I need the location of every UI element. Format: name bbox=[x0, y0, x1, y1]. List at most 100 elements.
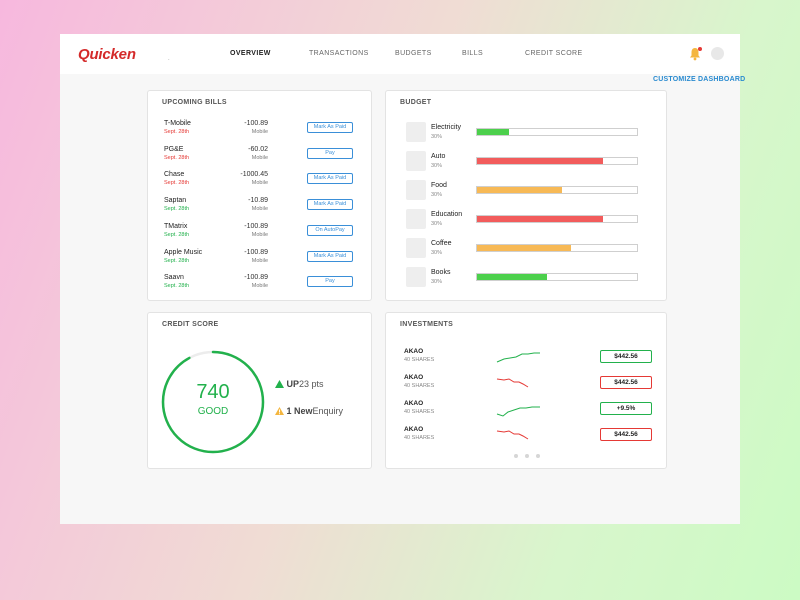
bill-action-button[interactable]: On AutoPay bbox=[307, 224, 353, 236]
investments-card: INVESTMENTS AKAO 40 SHARES $442.56 AKAO … bbox=[385, 312, 667, 469]
upcoming-bills-card: UPCOMING BILLS T-Mobile Sept. 28th -100.… bbox=[147, 90, 372, 301]
budget-percent: 30% bbox=[431, 192, 443, 198]
trend-sparkline bbox=[496, 352, 540, 363]
card-title: UPCOMING BILLS bbox=[162, 99, 227, 106]
nav-overview[interactable]: OVERVIEW bbox=[230, 50, 271, 57]
investment-shares: 40 SHARES bbox=[404, 357, 435, 363]
score-change-direction: UP bbox=[286, 379, 300, 389]
budget-category: Coffee bbox=[431, 240, 452, 247]
nav-transactions[interactable]: TRANSACTIONS bbox=[309, 50, 369, 57]
bill-name: Saavn bbox=[164, 274, 184, 282]
budget-category: Education bbox=[431, 211, 463, 218]
budget-progress-fill bbox=[477, 187, 562, 193]
budget-category: Electricity bbox=[431, 124, 461, 131]
trend-sparkline bbox=[496, 406, 540, 417]
investment-value-badge[interactable]: $442.56 bbox=[600, 376, 652, 389]
category-thumbnail bbox=[406, 267, 426, 287]
bill-due-date: Sept. 28th bbox=[164, 257, 190, 264]
separator-dot: . bbox=[168, 56, 170, 62]
nav-credit-score[interactable]: CREDIT SCORE bbox=[525, 50, 583, 57]
nav-budgets[interactable]: BUDGETS bbox=[395, 50, 432, 57]
budget-progress-bar bbox=[476, 273, 638, 281]
bill-amount: -100.89 bbox=[244, 248, 268, 256]
pager-dot[interactable] bbox=[536, 454, 540, 458]
credit-score-rating: GOOD bbox=[197, 406, 229, 417]
investment-ticker: AKAO bbox=[404, 400, 424, 407]
budget-progress-fill bbox=[477, 216, 604, 222]
enquiry-count: 1 New bbox=[286, 406, 313, 416]
budget-row[interactable]: Auto 30% bbox=[406, 151, 646, 173]
budget-category: Food bbox=[431, 182, 447, 189]
investment-row[interactable]: AKAO 40 SHARES $442.56 bbox=[404, 374, 656, 396]
budget-progress-fill bbox=[477, 158, 604, 164]
card-title: CREDIT SCORE bbox=[162, 321, 219, 328]
bill-action-button[interactable]: Mark As Paid bbox=[307, 199, 353, 211]
budget-progress-bar bbox=[476, 186, 638, 194]
investment-value-badge[interactable]: +9.5% bbox=[600, 402, 652, 415]
budget-progress-bar bbox=[476, 215, 638, 223]
bill-action-button[interactable]: Mark As Paid bbox=[307, 122, 353, 133]
bill-name: TMatrix bbox=[164, 222, 188, 230]
investment-value-badge[interactable]: $442.56 bbox=[600, 428, 652, 441]
card-title: BUDGET bbox=[400, 99, 432, 106]
credit-score-value: 740 bbox=[196, 381, 230, 403]
bill-account: Mobile bbox=[251, 154, 268, 161]
investment-shares: 40 SHARES bbox=[404, 409, 435, 415]
budget-category: Books bbox=[431, 269, 451, 276]
warning-icon bbox=[275, 407, 284, 415]
bill-row: TMatrix Sept. 28th -100.89 Mobile On Aut… bbox=[164, 223, 356, 243]
budget-progress-bar bbox=[476, 244, 638, 252]
bill-row: Saptan Sept. 28th -10.89 Mobile Mark As … bbox=[164, 197, 356, 217]
user-avatar[interactable] bbox=[711, 47, 724, 60]
bill-action-button[interactable]: Mark As Paid bbox=[307, 173, 353, 185]
bill-row: Saavn Sept. 28th -100.89 Mobile Pay bbox=[164, 274, 356, 294]
budget-card: BUDGET Electricity 30% Auto 30% Food 30% bbox=[385, 90, 667, 301]
bill-amount: -60.02 bbox=[248, 145, 268, 153]
investment-row[interactable]: AKAO 40 SHARES +9.5% bbox=[404, 400, 656, 422]
investment-value-badge[interactable]: $442.56 bbox=[600, 350, 652, 363]
investment-ticker: AKAO bbox=[404, 348, 424, 355]
budget-category: Auto bbox=[431, 153, 446, 160]
trend-sparkline bbox=[496, 430, 529, 440]
bill-name: PG&E bbox=[164, 145, 184, 153]
triangle-up-icon bbox=[275, 380, 284, 388]
bill-name: T-Mobile bbox=[164, 120, 191, 127]
bill-due-date: Sept. 28th bbox=[164, 180, 190, 187]
enquiry-stat: 1 NewEnquiry bbox=[275, 406, 343, 416]
bill-due-date: Sept. 28th bbox=[164, 283, 190, 290]
notification-badge bbox=[698, 47, 702, 51]
category-thumbnail bbox=[406, 209, 426, 229]
budget-row[interactable]: Electricity 30% bbox=[406, 122, 646, 144]
bill-name: Saptan bbox=[164, 197, 187, 205]
bill-due-date: Sept. 28th bbox=[164, 231, 190, 238]
credit-score-ring bbox=[161, 350, 265, 454]
bill-name: Chase bbox=[164, 171, 185, 179]
budget-progress-bar bbox=[476, 128, 638, 136]
notification-bell-icon[interactable] bbox=[689, 47, 701, 61]
score-change-points: 23 pts bbox=[299, 379, 324, 389]
customize-dashboard-link[interactable]: CUSTOMIZE DASHBOARD bbox=[653, 76, 746, 83]
investment-row[interactable]: AKAO 40 SHARES $442.56 bbox=[404, 348, 656, 370]
budget-row[interactable]: Food 30% bbox=[406, 180, 646, 202]
bill-action-button[interactable]: Pay bbox=[307, 276, 353, 288]
investment-ticker: AKAO bbox=[404, 426, 424, 433]
category-thumbnail bbox=[406, 238, 426, 258]
budget-row[interactable]: Education 30% bbox=[406, 209, 646, 231]
bill-amount: -100.89 bbox=[244, 274, 268, 282]
investment-row[interactable]: AKAO 40 SHARES $442.56 bbox=[404, 426, 656, 448]
budget-row[interactable]: Books 30% bbox=[406, 267, 646, 289]
budget-row[interactable]: Coffee 30% bbox=[406, 238, 646, 260]
bill-due-date: Sept. 28th bbox=[164, 206, 190, 213]
bill-row: T-Mobile Sept. 28th -100.89 Mobile Mark … bbox=[164, 120, 356, 140]
pager-dot[interactable] bbox=[525, 454, 529, 458]
bill-action-button[interactable]: Mark As Paid bbox=[307, 250, 353, 262]
pager-dot[interactable] bbox=[514, 454, 518, 458]
investment-ticker: AKAO bbox=[404, 374, 424, 381]
score-change-stat: UP23 pts bbox=[275, 379, 324, 389]
bill-account: Mobile bbox=[251, 231, 268, 238]
category-thumbnail bbox=[406, 151, 426, 171]
quicken-logo[interactable]: Quicken bbox=[78, 46, 136, 63]
nav-bills[interactable]: BILLS bbox=[462, 50, 484, 57]
bill-amount: -1000.45 bbox=[240, 171, 268, 179]
bill-action-button[interactable]: Pay bbox=[307, 147, 353, 159]
